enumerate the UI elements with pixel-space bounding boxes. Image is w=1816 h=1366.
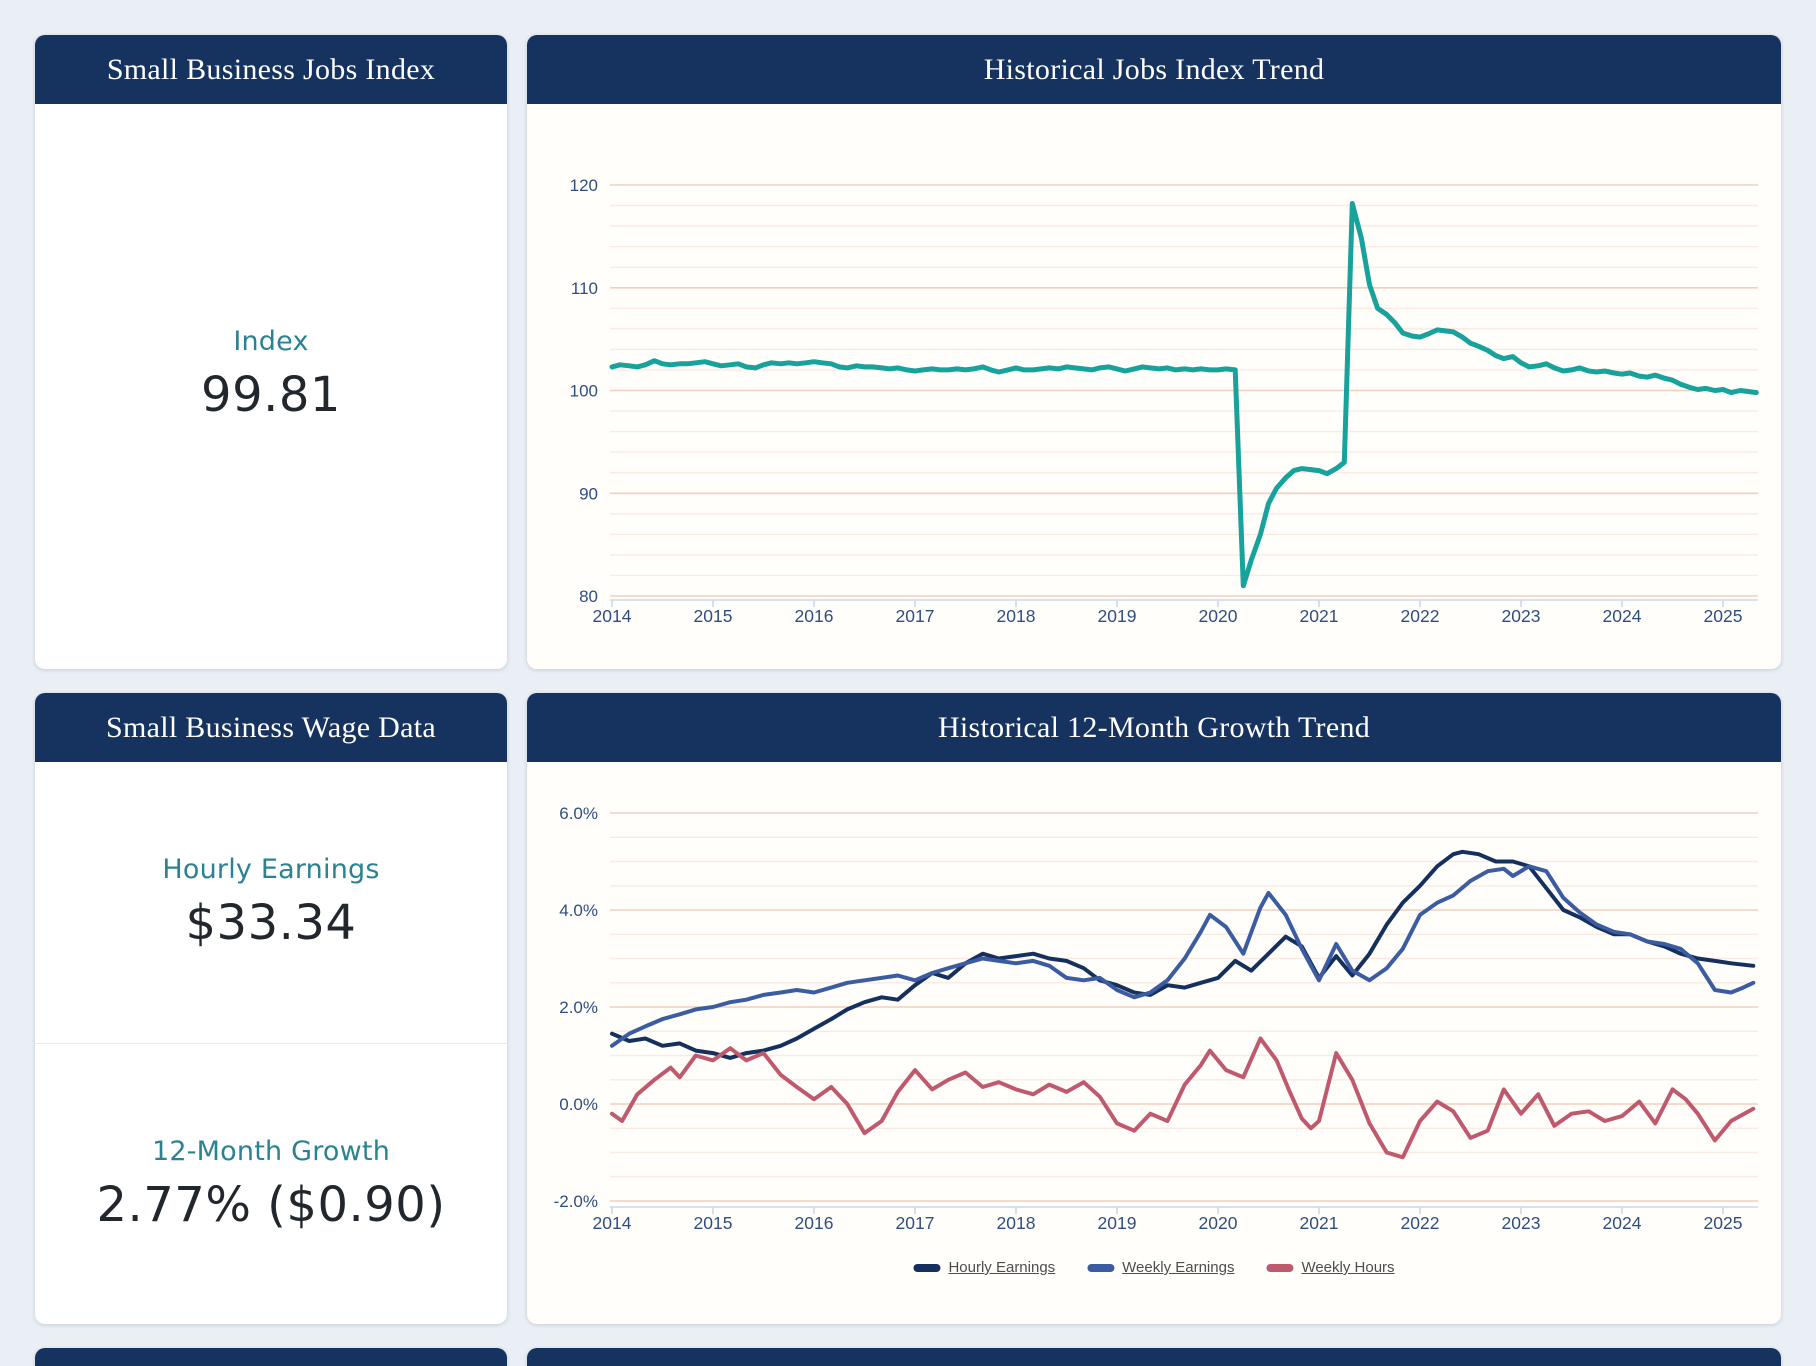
jobs-index-line-chart[interactable]: 80 90 100 110 120 2014 2015 2016 2017 2018 2019 202… [527,104,1781,668]
legend-item-hourly-earnings[interactable]: Hourly Earnings [913,1259,1055,1276]
svg-text:2017: 2017 [896,1213,935,1233]
svg-text:2.0%: 2.0% [559,998,598,1017]
svg-text:100: 100 [570,382,598,401]
hourly-earnings-value: $33.34 [185,895,357,951]
jobs-trend-chart-area: 80 90 100 110 120 2014 2015 2016 2017 2018 2019 202… [527,104,1781,669]
growth-trend-card-title: Historical 12-Month Growth Trend [937,710,1371,744]
svg-text:2021: 2021 [1300,606,1339,626]
svg-text:2018: 2018 [997,606,1036,626]
wage-data-card-body: Hourly Earnings $33.34 12-Month Growth 2… [35,762,507,1324]
jobs-index-metric-value: 99.81 [201,367,341,423]
svg-text:2018: 2018 [997,1213,1036,1233]
jobs-index-metric-label: Index [233,326,309,357]
svg-text:2023: 2023 [1502,1213,1541,1233]
growth-trend-card-header: Historical 12-Month Growth Trend [527,693,1781,762]
twelve-month-growth-label: 12-Month Growth [151,1135,391,1167]
svg-text:2019: 2019 [1098,1213,1137,1233]
jobs-trend-card: Historical Jobs Index Trend 80 90 100 110 12… [527,35,1781,669]
svg-text:2014: 2014 [593,606,632,626]
svg-text:2015: 2015 [694,606,733,626]
legend-label: Hourly Earnings [948,1259,1056,1276]
twelve-month-growth-metric: 12-Month Growth 2.77% ($0.90) [35,1043,507,1324]
chart-legend: Hourly Earnings Weekly Earnings Weekly Hou… [913,1259,1395,1276]
svg-text:2017: 2017 [896,606,935,626]
legend-item-weekly-hours[interactable]: Weekly Hours [1266,1259,1395,1276]
jobs-index-card-body: Index 99.81 [35,104,507,669]
svg-text:2024: 2024 [1603,1213,1642,1233]
svg-text:2022: 2022 [1401,1213,1440,1233]
legend-label: Weekly Hours [1301,1259,1395,1276]
wage-data-card-title: Small Business Wage Data [105,710,437,744]
svg-text:2014: 2014 [593,1213,632,1233]
legend-swatch [1266,1263,1294,1272]
hourly-earnings-label: Hourly Earnings [162,854,380,885]
hourly-earnings-metric: Hourly Earnings $33.34 [35,762,507,1043]
svg-text:0.0%: 0.0% [559,1095,598,1114]
jobs-index-card-title: Small Business Jobs Index [106,52,436,86]
jobs-index-metric: Index 99.81 [35,92,507,657]
growth-trend-card: Historical 12-Month Growth Trend -2.0% 0.… [527,693,1781,1324]
svg-text:2021: 2021 [1300,1213,1339,1233]
jobs-trend-card-header: Historical Jobs Index Trend [527,35,1781,104]
svg-text:2025: 2025 [1704,1213,1743,1233]
svg-text:6.0%: 6.0% [559,804,598,823]
svg-text:2023: 2023 [1502,606,1541,626]
svg-text:-2.0%: -2.0% [554,1192,598,1211]
svg-text:110: 110 [571,279,598,298]
growth-trend-chart-area: -2.0% 0.0% 2.0% 4.0% 6.0% 2014 2015 2016 2017 201… [527,762,1781,1324]
legend-swatch [913,1263,941,1272]
legend-label: Weekly Earnings [1122,1259,1235,1276]
svg-text:2025: 2025 [1704,606,1743,626]
svg-text:2019: 2019 [1098,606,1137,626]
legend-item-weekly-earnings[interactable]: Weekly Earnings [1087,1259,1234,1276]
svg-text:2020: 2020 [1199,606,1238,626]
svg-text:2015: 2015 [694,1213,733,1233]
jobs-trend-card-title: Historical Jobs Index Trend [983,52,1325,86]
svg-text:2024: 2024 [1603,606,1642,626]
svg-text:4.0%: 4.0% [559,901,598,920]
twelve-month-growth-value: 2.77% ($0.90) [96,1176,446,1233]
svg-text:2020: 2020 [1199,1213,1238,1233]
jobs-index-card-header: Small Business Jobs Index [35,35,507,104]
svg-text:80: 80 [579,587,598,606]
jobs-index-card: Small Business Jobs Index Index 99.81 [35,35,507,669]
cutoff-card-header-left [35,1348,507,1366]
svg-text:120: 120 [570,176,598,195]
wage-data-card-header: Small Business Wage Data [35,693,507,762]
svg-text:2022: 2022 [1401,606,1440,626]
svg-text:2016: 2016 [795,1213,834,1233]
svg-text:2016: 2016 [795,606,834,626]
cutoff-card-header-right [527,1348,1781,1366]
wage-data-card: Small Business Wage Data Hourly Earnings… [35,693,507,1324]
legend-swatch [1087,1263,1115,1272]
growth-trend-line-chart[interactable]: -2.0% 0.0% 2.0% 4.0% 6.0% 2014 2015 2016 2017 201… [527,762,1781,1323]
svg-text:90: 90 [579,484,598,503]
